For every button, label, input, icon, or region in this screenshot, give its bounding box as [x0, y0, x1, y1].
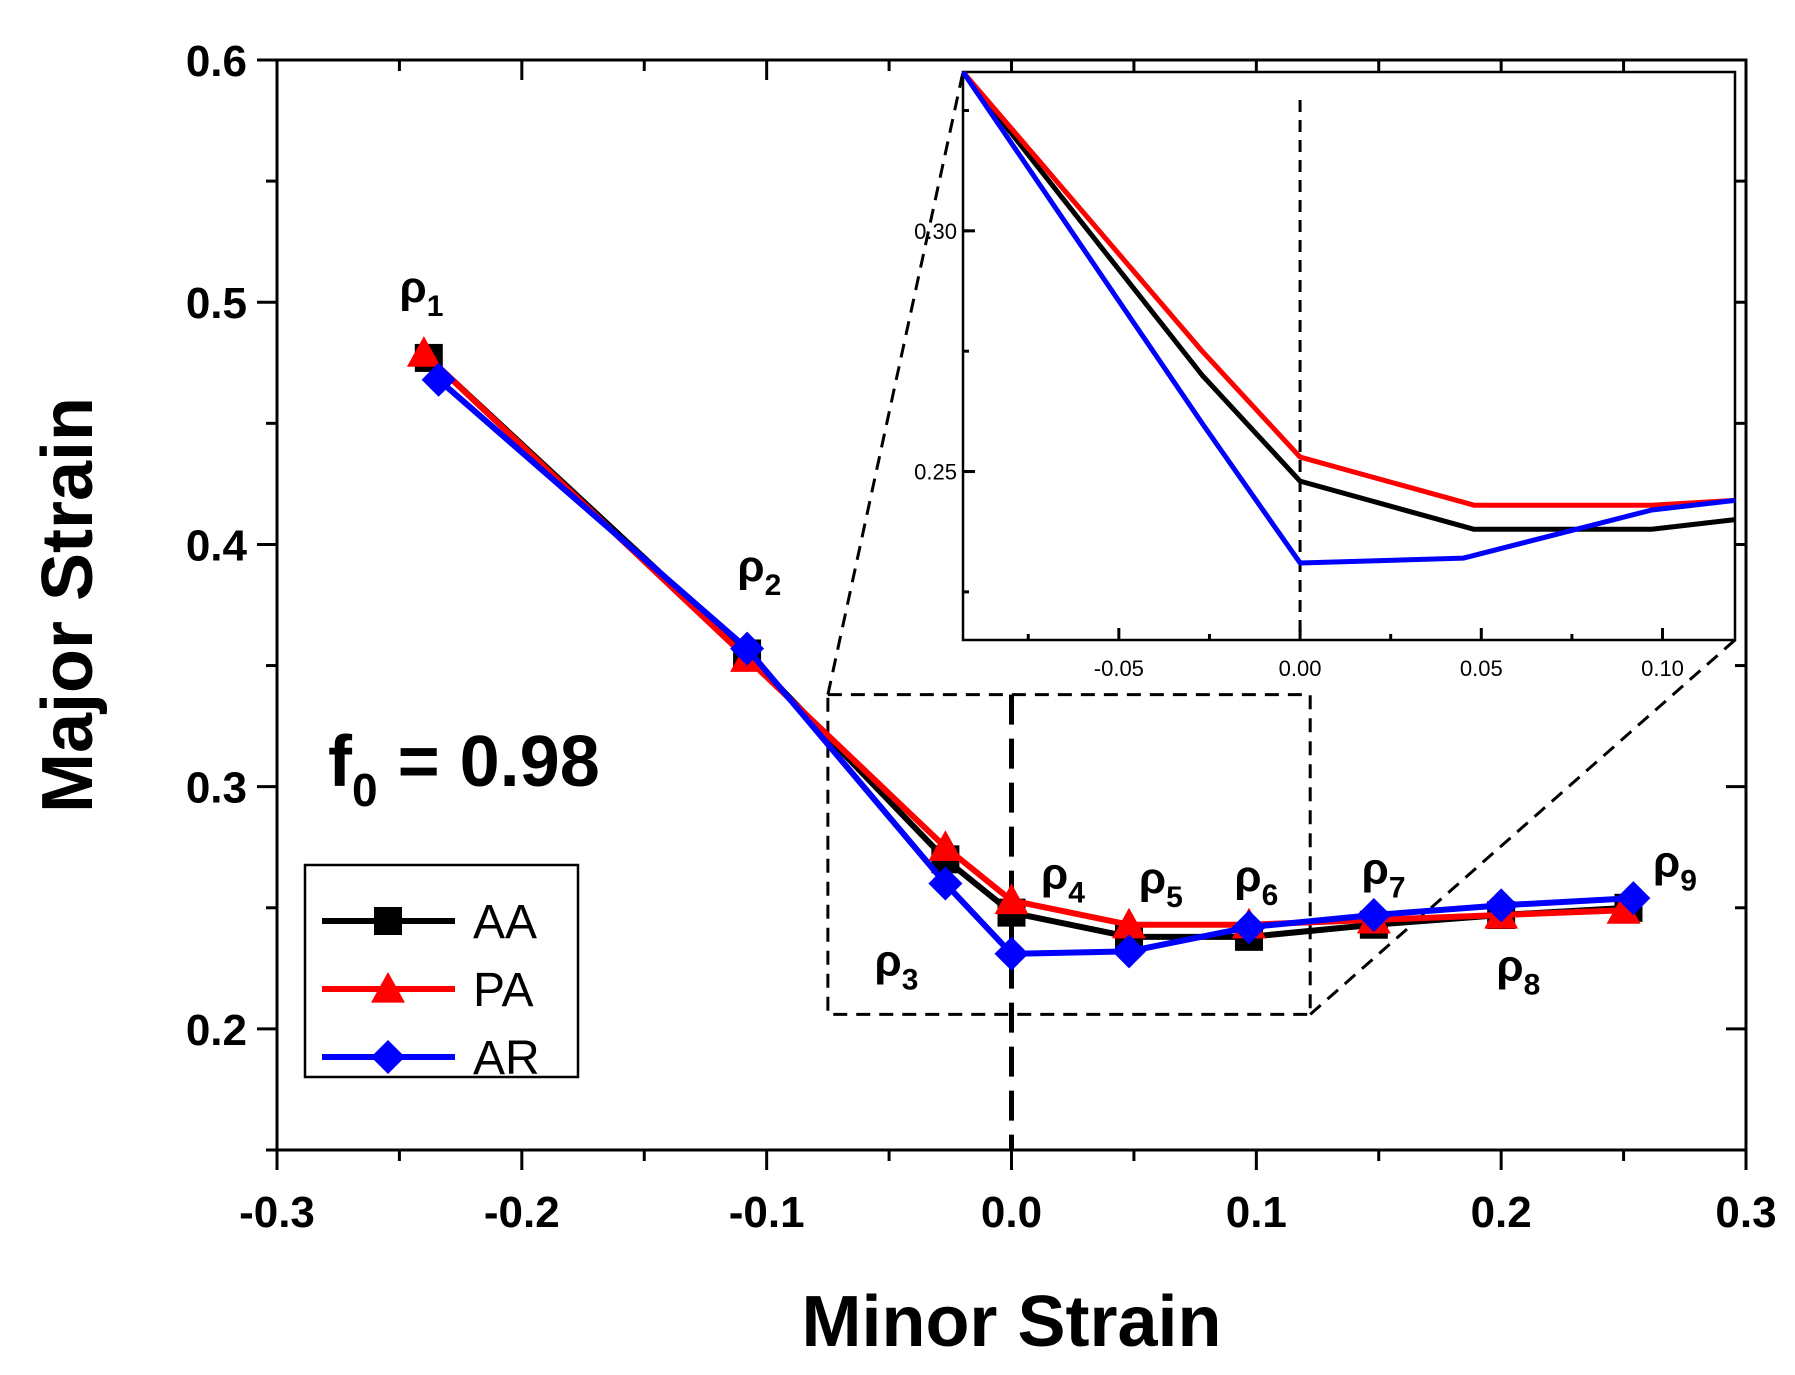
x-tick-label: -0.1 [729, 1188, 805, 1237]
rho-label: ρ3 [874, 937, 918, 997]
legend-box [303, 863, 580, 1079]
rho-label: ρ1 [399, 263, 443, 323]
legend-label: PA [473, 964, 533, 1017]
inset-series-pa [961, 70, 1736, 508]
inset-plot: -0.05 0.00 0.05 0.10 0.25 0.30 [914, 70, 1737, 681]
x-tick-label: 0.2 [1471, 1188, 1532, 1237]
rho-subscript: 9 [1680, 864, 1697, 897]
x-tick-label: 0.1 [1226, 1188, 1287, 1237]
legend-item-pa: PA [322, 964, 533, 1017]
inset-x-tick-label: -0.05 [1094, 656, 1144, 681]
rho-label: ρ5 [1139, 854, 1183, 914]
rho-symbol: ρ [1234, 852, 1261, 901]
rho-subscript: 3 [902, 964, 919, 997]
rho-subscript: 8 [1524, 968, 1541, 1001]
x-tick-label: -0.2 [484, 1188, 560, 1237]
inset-series-aa [961, 70, 1736, 532]
rho-symbol: ρ [1139, 854, 1166, 903]
rho-symbol: ρ [1041, 849, 1068, 898]
main-series [406, 336, 1651, 971]
y-tick-label: 0.5 [186, 279, 247, 328]
diamond-marker [1112, 934, 1147, 969]
diamond-marker [1356, 898, 1391, 933]
series-ar [421, 362, 1651, 971]
rho-label: ρ9 [1653, 837, 1697, 897]
series-pa [406, 336, 1641, 939]
triangle-marker [994, 883, 1029, 915]
triangle-marker [371, 972, 405, 1003]
triangle-marker [1112, 907, 1147, 939]
y-tick-label: 0.2 [186, 1006, 247, 1055]
f0-prefix: f [328, 722, 353, 802]
legend-item-aa: AA [322, 896, 537, 949]
zoom-guides [826, 71, 1736, 1016]
rho-subscript: 5 [1166, 881, 1183, 914]
rho-symbol: ρ [1496, 941, 1523, 990]
rho-label: ρ2 [737, 542, 781, 602]
inset-y-tick-label: 0.30 [914, 219, 957, 244]
inset-frame [961, 70, 1737, 642]
inset-x-tick-label: 0.05 [1460, 656, 1503, 681]
zoom-guide-right [1309, 638, 1736, 1016]
rho-symbol: ρ [874, 937, 901, 986]
f0-annotation: f0 = 0.98 [328, 722, 600, 816]
diamond-marker [1484, 888, 1519, 923]
f0-value: = 0.98 [378, 722, 600, 802]
diamond-marker [994, 936, 1029, 971]
triangle-marker [1606, 893, 1641, 924]
inset-series-ar [960, 70, 1736, 566]
triangle-marker [928, 830, 963, 861]
x-tick-label: -0.3 [239, 1188, 315, 1237]
legend: AA PA AR [303, 863, 580, 1085]
diamond-marker [1616, 881, 1651, 916]
y-tick-label: 0.4 [186, 521, 248, 570]
y-axis-title: Major Strain [28, 397, 108, 813]
y-tick-label: 0.3 [186, 764, 247, 813]
rho-symbol: ρ [737, 542, 764, 591]
rho-symbol: ρ [1653, 837, 1680, 886]
inset-y-tick-label: 0.25 [914, 460, 957, 485]
inset-x-tick-label: 0.00 [1279, 656, 1322, 681]
diamond-marker [730, 631, 765, 666]
triangle-marker [406, 336, 441, 367]
diamond-marker [421, 362, 456, 397]
x-axis-title: Minor Strain [801, 1282, 1221, 1362]
rho-subscript: 7 [1389, 872, 1406, 905]
y-tick-label: 0.6 [186, 37, 247, 86]
rho-subscript: 6 [1262, 879, 1279, 912]
legend-item-ar: AR [322, 1032, 540, 1085]
square-marker [374, 907, 402, 935]
diamond-marker [928, 866, 963, 901]
diamond-marker [1231, 910, 1266, 945]
rho-symbol: ρ [1362, 845, 1389, 894]
rho-label: ρ7 [1362, 845, 1406, 905]
rho-label: ρ6 [1234, 852, 1278, 912]
zoom-box [826, 693, 1312, 1016]
legend-label: AR [473, 1032, 540, 1085]
rho-subscript: 1 [427, 290, 444, 323]
diamond-marker [371, 1040, 405, 1074]
inset-x-tick-label: 0.10 [1641, 656, 1684, 681]
x-tick-label: 0.0 [981, 1188, 1042, 1237]
f0-label: f0 = 0.98 [328, 722, 600, 816]
x-tick-label: 0.3 [1715, 1188, 1776, 1237]
rho-symbol: ρ [399, 263, 426, 312]
axis-titles: Minor Strain Major Strain [28, 397, 1222, 1362]
rho-subscript: 4 [1068, 876, 1085, 909]
f0-subscript: 0 [352, 764, 378, 816]
rho-subscript: 2 [765, 569, 782, 602]
rho-label: ρ4 [1041, 849, 1085, 909]
rho-label: ρ8 [1496, 941, 1540, 1001]
legend-label: AA [473, 896, 537, 949]
zoom-guide-left [826, 71, 965, 695]
